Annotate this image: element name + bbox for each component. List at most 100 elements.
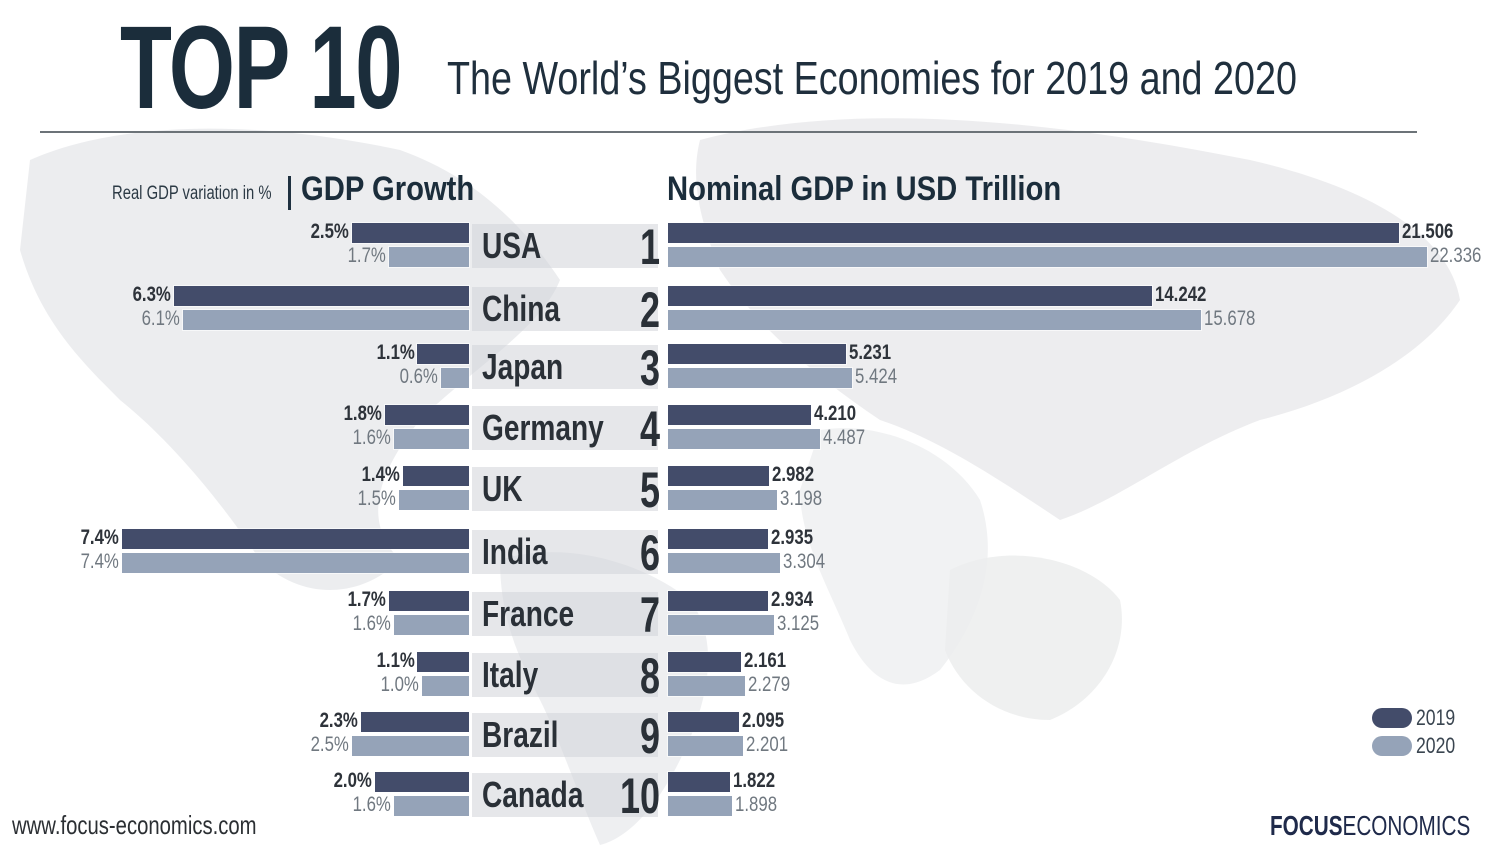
rank-number: 8 (639, 648, 660, 704)
gdp-bar-2019 (668, 591, 768, 611)
country-label-box (472, 653, 658, 697)
page-title: TOP 10 (120, 2, 402, 134)
gdp-value-2020: 2.201 (745, 733, 788, 756)
country-label: Italy (482, 654, 539, 695)
growth-bar-2019 (417, 344, 469, 364)
country-label-box (472, 287, 658, 331)
growth-value-2019: 2.3% (319, 709, 359, 732)
growth-value-2019: 2.5% (310, 220, 349, 243)
rank-number: 9 (639, 708, 660, 764)
gdp-bar-2019 (668, 405, 812, 425)
growth-bar-2020 (122, 553, 469, 573)
country-label: Brazil (482, 714, 559, 755)
rank-number: 6 (639, 525, 660, 581)
brand-logo-bold: FOCUS (1270, 810, 1343, 841)
growth-value-2020: 6.1% (141, 307, 180, 330)
gdp-value-2020: 15.678 (1203, 307, 1256, 330)
rank-number: 4 (639, 401, 660, 457)
country-label: Germany (482, 407, 604, 448)
legend-swatch-2019 (1372, 708, 1412, 728)
gdp-bar-2020 (668, 490, 777, 510)
brand-logo-thin: ECONOMICS (1342, 810, 1471, 841)
growth-bar-2020 (389, 247, 469, 267)
growth-value-2019: 1.7% (347, 588, 387, 611)
rank-number: 2 (639, 282, 660, 338)
legend-swatch-2020 (1372, 736, 1412, 756)
website-url[interactable]: www.focus-economics.com (12, 810, 257, 840)
country-label-box (472, 224, 658, 268)
rank-number: 7 (639, 587, 660, 643)
growth-value-2020: 1.6% (352, 426, 391, 449)
growth-value-2019: 1.4% (362, 463, 401, 486)
brand-logo: FOCUSECONOMICS (1270, 810, 1470, 842)
growth-bar-2019 (173, 286, 469, 306)
gdp-bar-2019 (668, 652, 742, 672)
growth-value-2020: 1.0% (380, 673, 420, 696)
growth-value-2019: 6.3% (132, 283, 171, 306)
gdp-bar-2019 (668, 712, 740, 732)
country-label: India (482, 531, 548, 572)
growth-bar-2020 (351, 736, 469, 756)
gdp-value-2019: 4.210 (814, 402, 857, 425)
growth-value-2019: 2.0% (333, 769, 373, 792)
growth-bar-2019 (384, 405, 469, 425)
gdp-growth-title: GDP Growth (301, 170, 475, 208)
growth-value-2020: 0.6% (399, 365, 438, 388)
growth-bar-2019 (351, 223, 469, 243)
gdp-value-2020: 5.424 (855, 365, 898, 388)
gdp-value-2020: 1.898 (735, 793, 778, 816)
country-label-box (472, 592, 658, 636)
rank-number: 5 (639, 462, 660, 518)
growth-bar-2020 (422, 676, 469, 696)
country-label: UK (482, 468, 523, 509)
country-label: USA (482, 225, 542, 266)
gdp-value-2019: 2.095 (742, 709, 785, 732)
gdp-bar-2020 (668, 310, 1201, 330)
gdp-bar-2019 (668, 286, 1152, 306)
growth-bar-2020 (393, 615, 469, 635)
growth-bar-2019 (417, 652, 469, 672)
gdp-value-2019: 1.822 (732, 769, 775, 792)
rank-number: 10 (619, 768, 660, 824)
country-label-box (472, 406, 658, 450)
gdp-value-2020: 3.198 (779, 487, 822, 510)
growth-bar-2019 (361, 712, 469, 732)
gdp-bar-2020 (668, 429, 821, 449)
growth-value-2020: 1.6% (352, 793, 391, 816)
growth-bar-2020 (398, 490, 469, 510)
gdp-value-2020: 2.279 (748, 673, 791, 696)
gdp-bar-2019 (668, 772, 730, 792)
growth-value-2020: 1.7% (347, 244, 387, 267)
nominal-gdp-title: Nominal GDP in USD Trillion (667, 170, 1062, 208)
gdp-bar-2019 (668, 529, 768, 549)
gdp-value-2019: 2.982 (772, 463, 815, 486)
gdp-value-2019: 2.161 (744, 649, 787, 672)
growth-value-2019: 1.1% (376, 341, 415, 364)
gdp-value-2019: 5.231 (848, 341, 891, 364)
growth-value-2020: 7.4% (80, 550, 119, 573)
gdp-value-2020: 3.304 (783, 550, 826, 573)
country-label-box (472, 467, 658, 511)
growth-value-2019: 1.8% (343, 402, 382, 425)
country-label: Canada (482, 774, 584, 815)
gdp-bar-2020 (668, 615, 775, 635)
gdp-value-2020: 3.125 (777, 612, 820, 635)
legend-label-2019: 2019 (1416, 705, 1456, 730)
australia-shape (945, 555, 1122, 720)
gdp-value-2019: 21.506 (1401, 220, 1454, 243)
gdp-bar-2020 (668, 553, 781, 573)
country-label: France (482, 593, 575, 634)
africa-shape (800, 428, 988, 685)
rank-number: 1 (639, 219, 660, 275)
gdp-value-2020: 22.336 (1430, 244, 1482, 267)
north-america-shape (20, 128, 560, 591)
legend-item-2019: 2019 (1372, 705, 1465, 731)
growth-value-2020: 1.6% (352, 612, 391, 635)
growth-bar-2020 (440, 368, 469, 388)
gdp-bar-2019 (668, 466, 770, 486)
country-label: China (482, 288, 561, 329)
gdp-bar-2019 (668, 344, 846, 364)
gdp-growth-note: Real GDP variation in % (112, 183, 272, 204)
legend-label-2020: 2020 (1416, 733, 1456, 758)
growth-value-2019: 1.1% (376, 649, 415, 672)
